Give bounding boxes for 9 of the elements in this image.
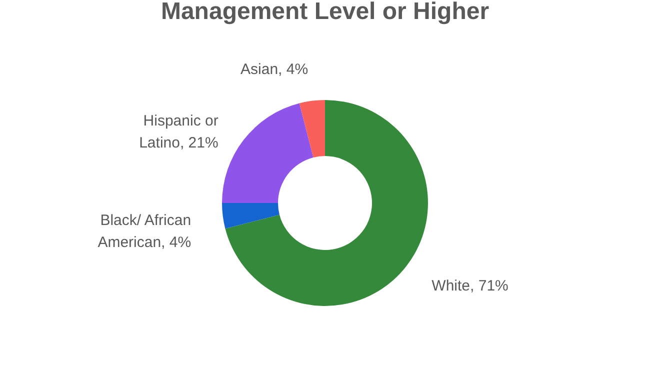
chart-title: Management Level or Higher <box>160 0 490 25</box>
donut-slice <box>222 103 314 203</box>
slice-label: Hispanic or Latino, 21% <box>139 112 218 152</box>
slice-label: Black/ African American, 4% <box>98 212 192 251</box>
donut-slice <box>299 100 325 158</box>
donut-slice <box>225 100 428 306</box>
slice-label: Asian, 4% <box>240 61 308 78</box>
slice-label: White, 71% <box>432 278 508 295</box>
donut-slice <box>222 203 280 229</box>
